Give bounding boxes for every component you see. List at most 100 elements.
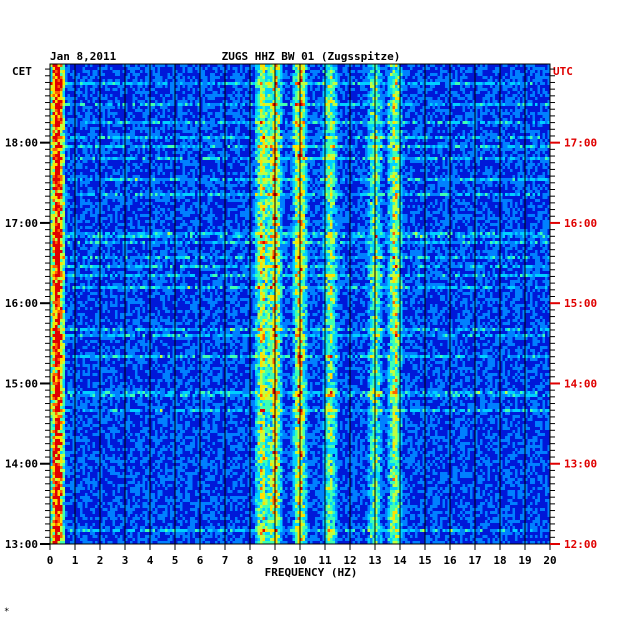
heatmap-cell (297, 142, 300, 145)
heatmap-cell (145, 130, 148, 133)
heatmap-cell (320, 172, 323, 175)
heatmap-cell (455, 73, 458, 76)
heatmap-cell (262, 133, 265, 136)
heatmap-cell (392, 100, 395, 103)
heatmap-cell (327, 169, 330, 172)
heatmap-cell (57, 181, 60, 184)
heatmap-cell (322, 82, 325, 85)
heatmap-cell (55, 112, 58, 115)
heatmap-cell (87, 115, 90, 118)
heatmap-cell (310, 145, 313, 148)
heatmap-cell (137, 151, 140, 154)
heatmap-cell (77, 145, 80, 148)
heatmap-cell (230, 76, 233, 79)
heatmap-cell (497, 121, 500, 124)
heatmap-cell (60, 184, 63, 187)
heatmap-cell (80, 142, 83, 145)
heatmap-cell (387, 133, 390, 136)
heatmap-cell (60, 130, 63, 133)
heatmap-cell (380, 76, 383, 79)
heatmap-cell (167, 145, 170, 148)
heatmap-cell (112, 139, 115, 142)
heatmap-cell (57, 118, 60, 121)
heatmap-cell (50, 97, 53, 100)
heatmap-cell (470, 178, 473, 181)
heatmap-cell (202, 121, 205, 124)
heatmap-cell (387, 121, 390, 124)
heatmap-cell (62, 154, 65, 157)
heatmap-cell (230, 112, 233, 115)
heatmap-cell (70, 100, 73, 103)
heatmap-cell (50, 73, 53, 76)
heatmap-cell (207, 97, 210, 100)
heatmap-cell (260, 157, 263, 160)
heatmap-cell (240, 76, 243, 79)
heatmap-cell (180, 82, 183, 85)
heatmap-cell (302, 112, 305, 115)
heatmap-cell (315, 139, 318, 142)
heatmap-cell (380, 103, 383, 106)
heatmap-cell (122, 91, 125, 94)
heatmap-cell (127, 64, 130, 67)
heatmap-cell (547, 109, 550, 112)
heatmap-cell (412, 109, 415, 112)
heatmap-cell (192, 97, 195, 100)
heatmap-cell (145, 94, 148, 97)
heatmap-cell (277, 91, 280, 94)
heatmap-cell (470, 121, 473, 124)
heatmap-cell (195, 100, 198, 103)
heatmap-cell (65, 67, 68, 70)
heatmap-cell (375, 88, 378, 91)
heatmap-cell (297, 172, 300, 175)
heatmap-cell (472, 112, 475, 115)
heatmap-cell (520, 166, 523, 169)
heatmap-cell (280, 88, 283, 91)
heatmap-cell (382, 166, 385, 169)
heatmap-cell (295, 82, 298, 85)
heatmap-cell (370, 121, 373, 124)
heatmap-cell (392, 130, 395, 133)
heatmap-cell (267, 112, 270, 115)
heatmap-cell (472, 106, 475, 109)
heatmap-cell (397, 169, 400, 172)
heatmap-cell (530, 64, 533, 67)
heatmap-cell (142, 64, 145, 67)
heatmap-cell (460, 148, 463, 151)
heatmap-cell (422, 181, 425, 184)
heatmap-cell (407, 115, 410, 118)
heatmap-cell (202, 157, 205, 160)
heatmap-cell (155, 79, 158, 82)
heatmap-cell (302, 181, 305, 184)
heatmap-cell (505, 79, 508, 82)
heatmap-cell (210, 124, 213, 127)
heatmap-cell (292, 106, 295, 109)
heatmap-cell (367, 127, 370, 130)
heatmap-cell (430, 100, 433, 103)
heatmap-cell (77, 139, 80, 142)
heatmap-cell (395, 64, 398, 67)
heatmap-cell (315, 136, 318, 139)
heatmap-cell (90, 106, 93, 109)
heatmap-cell (352, 175, 355, 178)
heatmap-cell (392, 175, 395, 178)
heatmap-cell (152, 145, 155, 148)
heatmap-cell (347, 148, 350, 151)
heatmap-cell (462, 145, 465, 148)
heatmap-cell (345, 145, 348, 148)
heatmap-cell (275, 70, 278, 73)
heatmap-cell (182, 67, 185, 70)
heatmap-cell (332, 73, 335, 76)
heatmap-cell (52, 136, 55, 139)
heatmap-cell (232, 106, 235, 109)
heatmap-cell (242, 82, 245, 85)
heatmap-cell (300, 166, 303, 169)
heatmap-cell (267, 100, 270, 103)
heatmap-cell (425, 136, 428, 139)
heatmap-cell (97, 154, 100, 157)
heatmap-cell (440, 175, 443, 178)
heatmap-cell (190, 151, 193, 154)
heatmap-cell (300, 64, 303, 67)
heatmap-cell (190, 79, 193, 82)
heatmap-cell (292, 109, 295, 112)
heatmap-cell (100, 109, 103, 112)
